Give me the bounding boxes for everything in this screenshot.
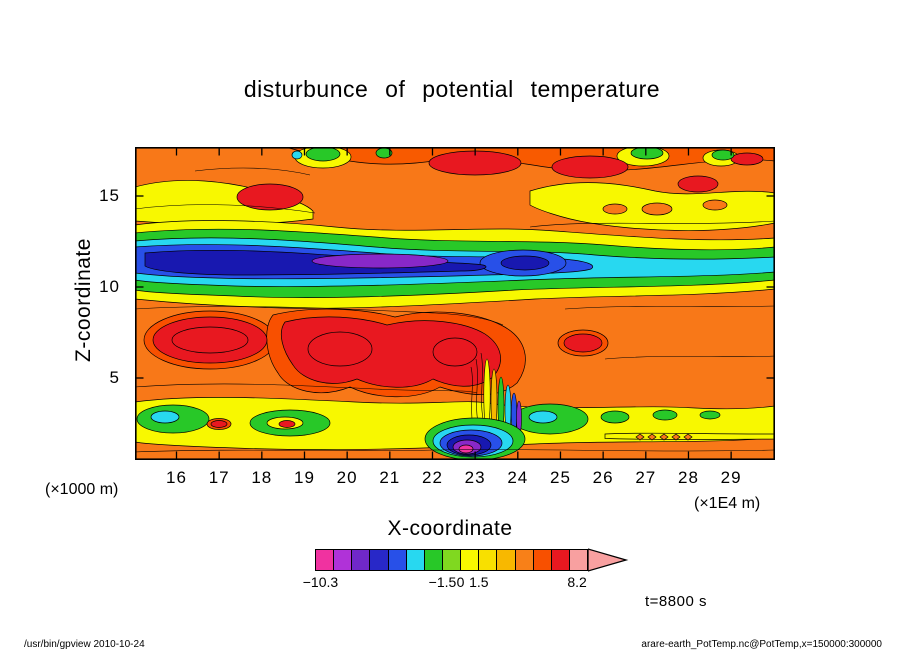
x-tick-label: 22	[422, 468, 443, 487]
contour-negative-band	[135, 220, 775, 309]
colorbar-tick-label: 0	[456, 574, 465, 590]
colorbar-segments	[315, 549, 588, 571]
colorbar-tick-label: 8.2	[567, 574, 587, 590]
colorbar-segment	[316, 550, 334, 570]
colorbar-segment	[514, 550, 533, 570]
colorbar-segment	[478, 550, 497, 570]
y-tick-label: 15	[99, 186, 120, 205]
y-tick-label: 10	[99, 277, 120, 296]
x-tick-label: 28	[677, 468, 699, 487]
x-tick-label: 21	[379, 468, 401, 487]
footer-right: arare-earth_PotTemp.nc@PotTemp,x=150000:…	[641, 639, 882, 650]
diamond-markers	[635, 433, 693, 441]
x-tick-label: 17	[208, 468, 230, 487]
x-tick-label: 29	[720, 468, 742, 487]
x-tick-label: 23	[464, 468, 486, 487]
x-unit-label: (×1E4 m)	[694, 495, 761, 512]
colorbar-segment	[333, 550, 352, 570]
colorbar-segment	[351, 550, 370, 570]
time-annotation: t=8800 s	[645, 593, 707, 610]
colorbar-tick-label: −10.3	[302, 574, 339, 590]
x-tick-label: 20	[336, 468, 358, 487]
x-tick-label: 16	[166, 468, 187, 487]
colorbar-segment	[405, 550, 424, 570]
extra-contour-lines	[135, 167, 775, 453]
x-tick-label: 19	[294, 468, 315, 487]
colorbar-tick-label: 1.5	[469, 574, 489, 590]
colorbar-segment	[423, 550, 442, 570]
axis-tick-marks	[136, 148, 774, 459]
x-tick-label: 24	[507, 468, 529, 487]
colorbar-tick-label: −1.5	[428, 574, 457, 590]
plot-border	[135, 147, 775, 460]
colorbar-segment	[460, 550, 479, 570]
colorbar-arrow	[588, 548, 629, 572]
x-tick-label: 27	[635, 468, 657, 487]
colorbar-segment	[568, 550, 588, 570]
y-unit-label: (×1000 m)	[45, 481, 119, 498]
x-tick-label: 18	[251, 468, 273, 487]
x-tick-label: 25	[550, 468, 571, 487]
y-tick-col: 15 10 5	[92, 147, 128, 460]
chart-title: disturbunce of potential temperature	[243, 76, 661, 102]
colorbar-ticklabels: −10.3 −1.5 0 1.5 8.2	[303, 574, 588, 592]
colorbar-segment	[441, 550, 461, 570]
x-tick-label: 26	[592, 468, 614, 487]
x-axis-label: X-coordinate	[387, 517, 513, 540]
y-tick-label: 5	[109, 368, 120, 387]
contour-positive-blobs	[143, 308, 609, 398]
colorbar-segment	[496, 550, 515, 570]
contour-top-band	[135, 147, 775, 231]
colorbar-segment	[369, 550, 388, 570]
plot-area	[135, 147, 775, 460]
colorbar-segment	[550, 550, 569, 570]
x-tick-row: 16 17 18 19 20 21 22 23 24 25 26 27 28 29	[135, 468, 775, 490]
contour-field	[135, 147, 775, 460]
footer-left: /usr/bin/gpview 2010-10-24	[24, 639, 145, 650]
colorbar-segment	[532, 550, 551, 570]
colorbar-segment	[387, 550, 406, 570]
